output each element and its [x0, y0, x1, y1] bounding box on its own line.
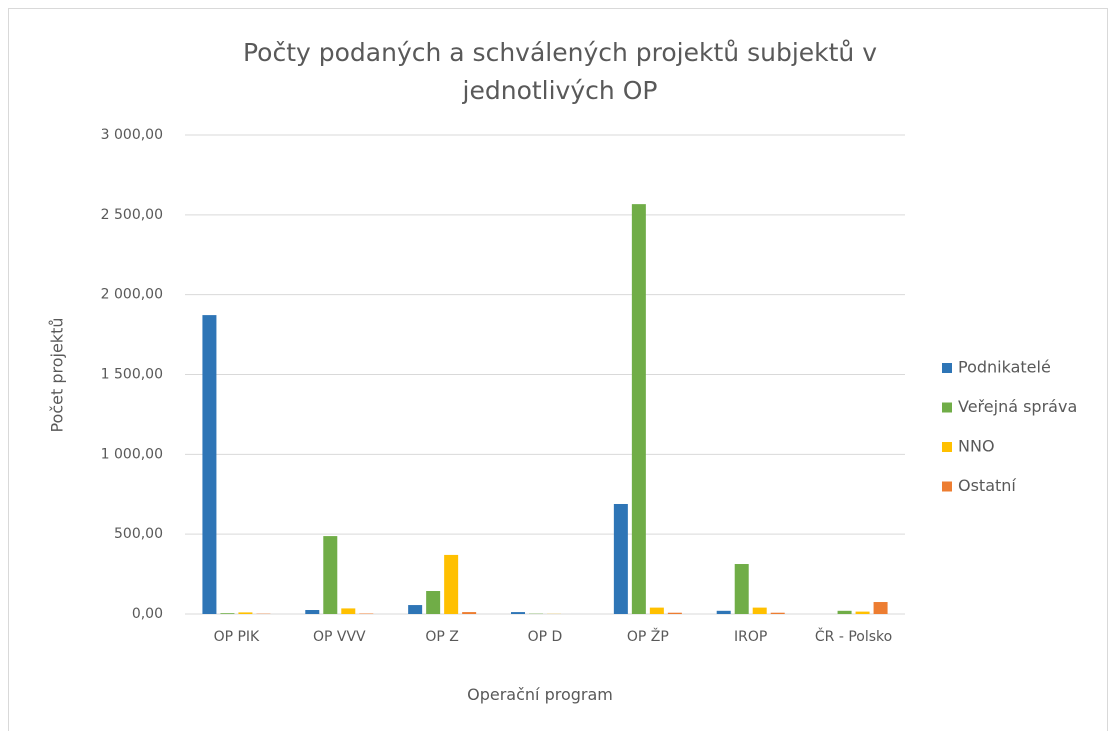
legend-label: Ostatní — [958, 476, 1016, 495]
bar — [613, 503, 628, 614]
y-axis-title: Počet projektů — [48, 317, 67, 432]
legend-swatch — [942, 481, 952, 492]
y-tick-label: 3 000,00 — [101, 127, 163, 143]
bar — [511, 612, 525, 614]
legend-swatch — [942, 442, 952, 452]
chart-title: Počty podaných a schválených projektů su… — [242, 38, 878, 105]
bar — [408, 605, 423, 614]
bar — [220, 613, 235, 614]
bar — [323, 536, 338, 614]
legend-swatch — [942, 363, 952, 373]
y-tick-label: 2 000,00 — [101, 287, 163, 303]
y-tick-label: 500,00 — [114, 526, 163, 542]
bar — [238, 612, 253, 614]
y-tick-label: 0,00 — [132, 606, 163, 622]
bar — [631, 204, 646, 614]
bar — [667, 612, 682, 614]
y-tick-label: 1 000,00 — [101, 446, 163, 462]
bar — [305, 610, 320, 614]
chart-frame — [8, 8, 1108, 731]
x-axis-title: Operační program — [467, 685, 613, 704]
x-tick-label: ČR - Polsko — [814, 629, 893, 645]
y-tick-label: 1 500,00 — [101, 367, 163, 383]
x-tick-label: OP Z — [425, 629, 459, 645]
bar — [734, 564, 749, 614]
x-tick-label: OP ŽP — [626, 629, 669, 645]
bar — [462, 612, 477, 614]
legend-label: Podnikatelé — [958, 358, 1051, 377]
x-tick-label: OP D — [527, 629, 563, 645]
bar — [873, 602, 888, 614]
bar — [202, 315, 217, 614]
bar — [444, 554, 459, 614]
bar — [426, 591, 441, 614]
legend-swatch — [942, 402, 952, 413]
bar — [649, 607, 664, 614]
legend-label: Veřejná správa — [958, 397, 1077, 416]
x-tick-label: IROP — [734, 629, 768, 645]
bar — [855, 611, 870, 614]
bar — [752, 607, 767, 614]
x-tick-label: OP PIK — [213, 629, 260, 645]
legend-label: NNO — [958, 437, 995, 456]
bar — [770, 612, 785, 614]
bar — [716, 610, 731, 614]
bar — [341, 608, 356, 614]
x-tick-label: OP VVV — [312, 629, 366, 645]
bar — [837, 610, 852, 614]
y-tick-label: 2 500,00 — [101, 207, 163, 223]
